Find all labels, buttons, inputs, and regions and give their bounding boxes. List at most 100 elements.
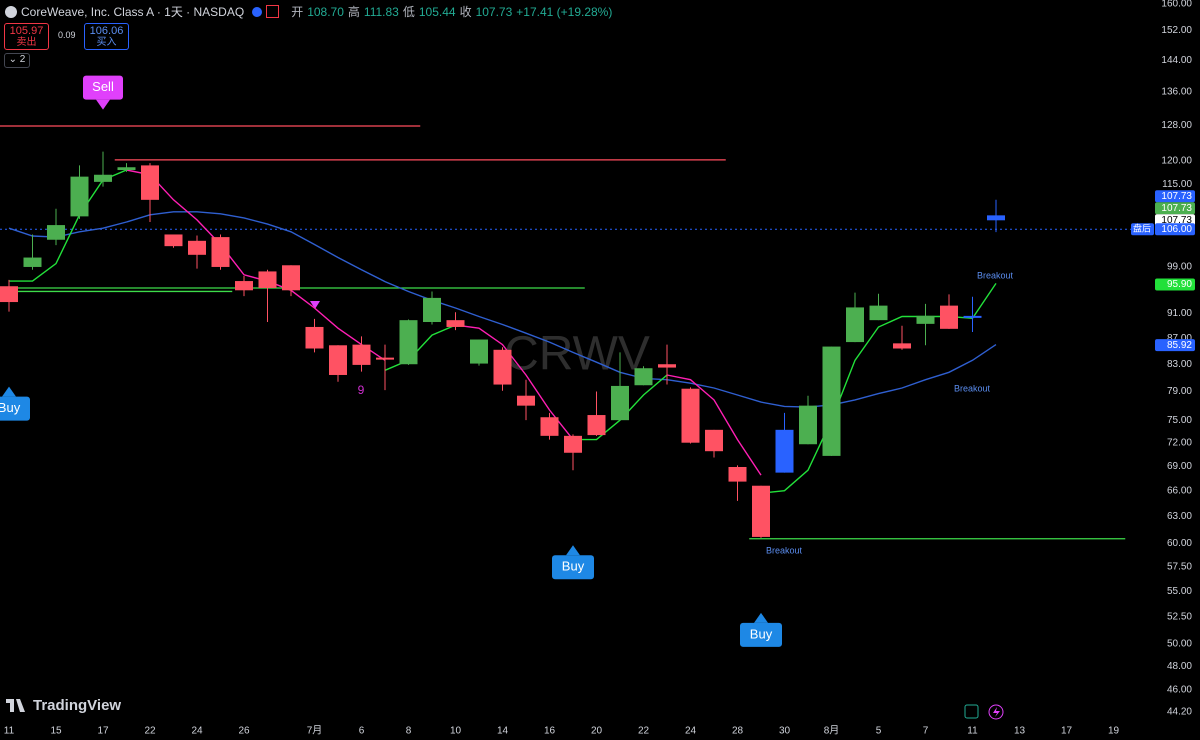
sell-button[interactable]: 105.97 卖出	[4, 23, 49, 50]
y-tick-label: 75.00	[1167, 415, 1192, 426]
price-label: 107.73	[1161, 203, 1192, 214]
indicator-count: 2	[19, 54, 26, 65]
signal: Buy	[0, 386, 30, 421]
x-tick-label: 7月	[307, 725, 323, 737]
candle-body	[822, 346, 841, 456]
x-tick-label: 11	[4, 726, 15, 737]
candle-body	[117, 167, 136, 171]
price-label-box	[1155, 223, 1195, 236]
indicator-line	[126, 169, 762, 476]
annotation: 9	[358, 383, 365, 397]
candle-body	[634, 368, 653, 386]
x-tick-label: 26	[238, 726, 250, 737]
x-tick-label: 19	[1108, 726, 1120, 737]
indicator-line	[9, 169, 997, 494]
candle-body	[916, 315, 935, 324]
candle-body	[211, 237, 230, 267]
candle-body	[258, 271, 277, 288]
x-tick-label: 15	[50, 726, 62, 737]
candle-body	[564, 435, 582, 453]
ohlc-label: 开	[291, 5, 304, 19]
brand: TradingView	[33, 697, 121, 714]
candle-body	[493, 349, 512, 385]
signal: Sell	[83, 75, 123, 110]
y-tick-label: 144.00	[1161, 55, 1192, 66]
buy-button[interactable]: 106.06 买入	[84, 23, 129, 50]
price-tag: 盘后	[1133, 223, 1151, 234]
price-label: 106.00	[1161, 224, 1192, 235]
signal-pointer	[2, 386, 16, 397]
y-tick-label: 50.00	[1167, 639, 1192, 650]
y-tick-label: 152.00	[1161, 25, 1192, 36]
price-label: 107.73	[1161, 191, 1192, 202]
icon[interactable]	[266, 5, 280, 18]
x-tick-label: 8月	[824, 725, 840, 737]
marker	[310, 301, 320, 309]
candle-body	[0, 286, 18, 303]
price-axis	[1150, 0, 1200, 740]
candle-body	[164, 234, 183, 247]
annotation: Breakout	[954, 383, 991, 393]
icon[interactable]	[964, 704, 979, 719]
y-tick-label: 72.00	[1167, 437, 1192, 448]
candle-body	[305, 326, 324, 349]
y-tick-label: 66.00	[1167, 485, 1192, 496]
ohlc-value: 111.83	[363, 4, 399, 19]
candle-body	[517, 395, 535, 406]
y-tick-label: 79.00	[1167, 386, 1192, 397]
candle-body	[728, 466, 747, 482]
signal-label: Buy	[562, 559, 585, 574]
candle-body	[940, 305, 958, 329]
price-label: 107.73	[1161, 215, 1192, 226]
y-tick-label: 57.50	[1167, 561, 1192, 572]
candle-body	[47, 225, 65, 240]
y-tick-label: 115.00	[1162, 179, 1192, 190]
y-tick-label: 160.00	[1161, 0, 1192, 10]
y-tick-label: 120.00	[1161, 155, 1192, 166]
candle-body	[446, 320, 465, 327]
signal-label: Buy	[750, 626, 773, 641]
y-tick-label: 87.00	[1167, 333, 1192, 344]
signal-box	[552, 555, 594, 580]
price-label: 85.92	[1167, 340, 1192, 351]
candle-body	[94, 174, 112, 182]
y-tick-label: 52.50	[1167, 612, 1192, 623]
x-tick-label: 22	[638, 726, 650, 737]
x-tick-label: 5	[876, 726, 882, 737]
x-tick-label: 8	[406, 726, 412, 737]
indicator-toggle[interactable]: ⌄ 2	[4, 53, 30, 68]
candle-body	[987, 215, 1005, 221]
sell-price: 105.97	[9, 25, 44, 37]
x-tick-label: 24	[685, 726, 697, 737]
signal-box	[83, 75, 123, 100]
symbol: CoreWeave, Inc. Class A · 1天 · NASDAQ	[21, 5, 245, 19]
spread: 0.09	[58, 30, 76, 40]
annotation: Breakout	[766, 545, 803, 555]
y-tick-label: 128.00	[1161, 120, 1192, 131]
y-tick-label: 46.00	[1167, 685, 1192, 696]
signal-box	[0, 396, 30, 421]
candle-body	[470, 339, 488, 364]
ohlc-label: 高	[347, 5, 360, 19]
x-tick-label: 22	[144, 726, 156, 737]
candle-body	[611, 385, 629, 421]
candle-body	[352, 344, 371, 365]
signal: Buy	[552, 545, 594, 580]
signal-box	[740, 622, 782, 647]
candle-body	[376, 357, 394, 360]
candle-body	[658, 364, 676, 368]
x-tick-label: 6	[359, 726, 365, 737]
price-label-box	[1155, 202, 1195, 215]
signal-pointer	[754, 612, 768, 623]
icon[interactable]	[988, 704, 1004, 720]
icon[interactable]	[252, 6, 263, 17]
y-tick-label: 69.00	[1167, 461, 1192, 472]
price-label-box	[1155, 190, 1195, 203]
y-tick-label: 44.20	[1167, 707, 1192, 718]
sell-label: 卖出	[16, 37, 37, 48]
ohlc-value: 107.73	[475, 4, 513, 19]
y-tick-label: 91.00	[1167, 308, 1192, 319]
x-tick-label: 16	[544, 726, 556, 737]
